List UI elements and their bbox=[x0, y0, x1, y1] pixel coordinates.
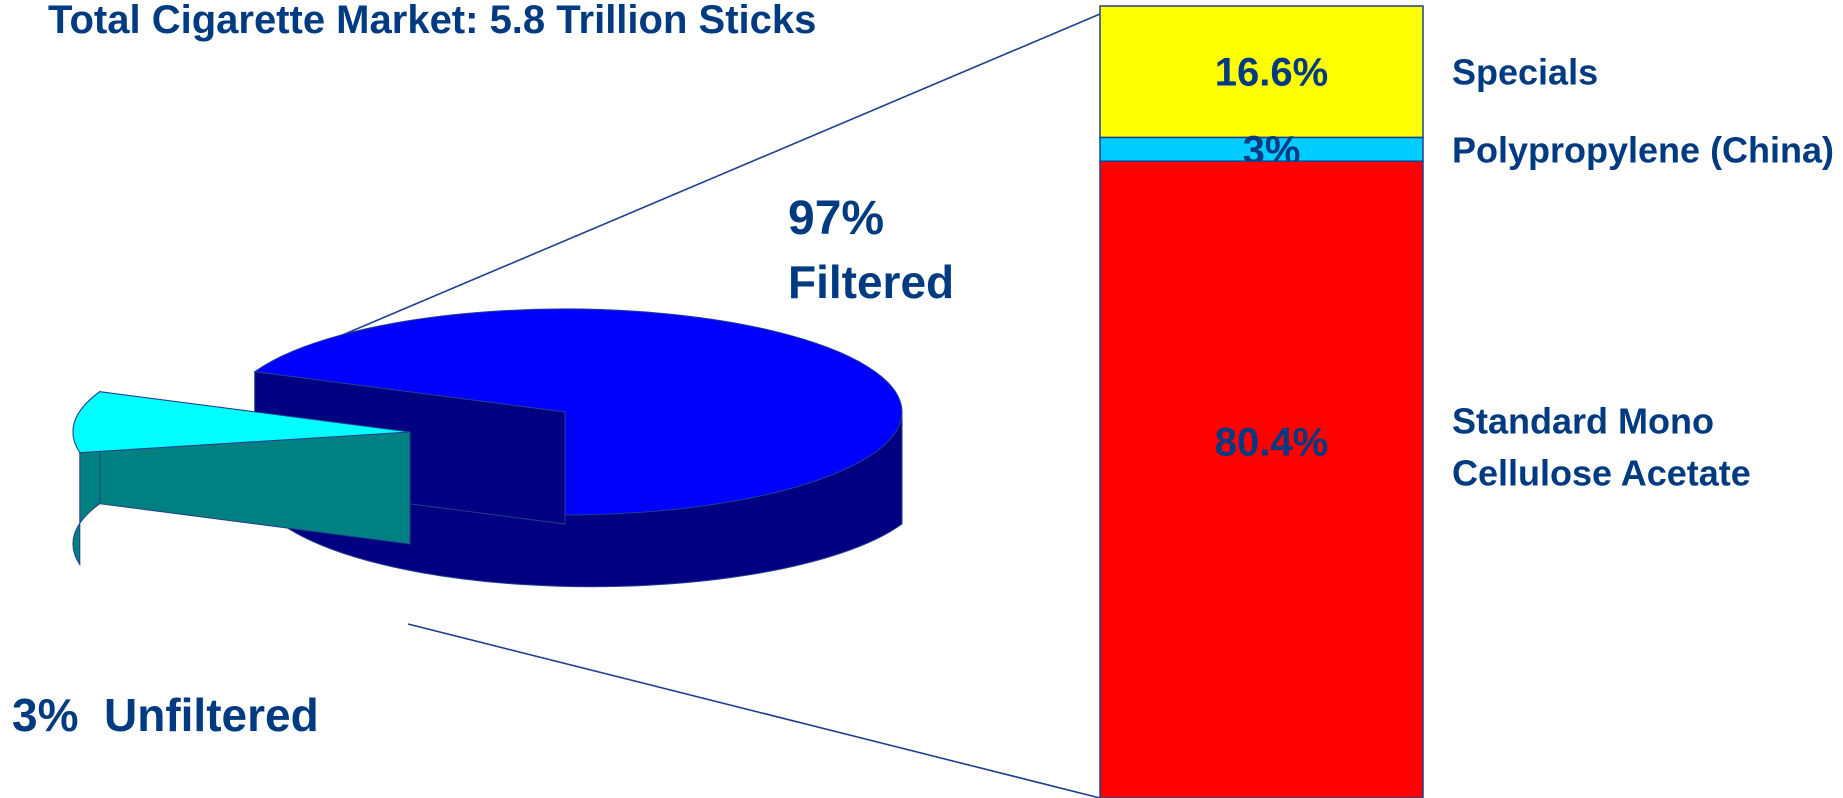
pie-label-filtered-name: Filtered bbox=[788, 256, 954, 308]
pie-slice-unfiltered bbox=[72, 391, 411, 454]
bar-category-label-0: Specials bbox=[1452, 52, 1598, 93]
leader-line-bottom bbox=[407, 623, 1101, 798]
bar-category-label-2-line2: Cellulose Acetate bbox=[1452, 452, 1751, 493]
bar-value-label-0: 16.6% bbox=[1215, 51, 1328, 95]
bar-category-label-1: Polypropylene (China) bbox=[1452, 129, 1834, 170]
chart-title: Total Cigarette Market: 5.8 Trillion Sti… bbox=[48, 0, 816, 42]
bar-segment-0 bbox=[1099, 5, 1424, 139]
pie-label-unfiltered-name: Unfiltered bbox=[104, 689, 319, 741]
bar-value-label-2: 80.4% bbox=[1215, 420, 1328, 464]
leader-line-top bbox=[339, 13, 1101, 337]
pie-chart bbox=[72, 308, 903, 588]
bar-segment-2 bbox=[1099, 160, 1424, 798]
pie-label-unfiltered-value: 3% bbox=[12, 689, 78, 741]
pie-label-filtered-value: 97% bbox=[788, 192, 884, 245]
bar-category-label-2: Standard Mono bbox=[1452, 400, 1714, 441]
